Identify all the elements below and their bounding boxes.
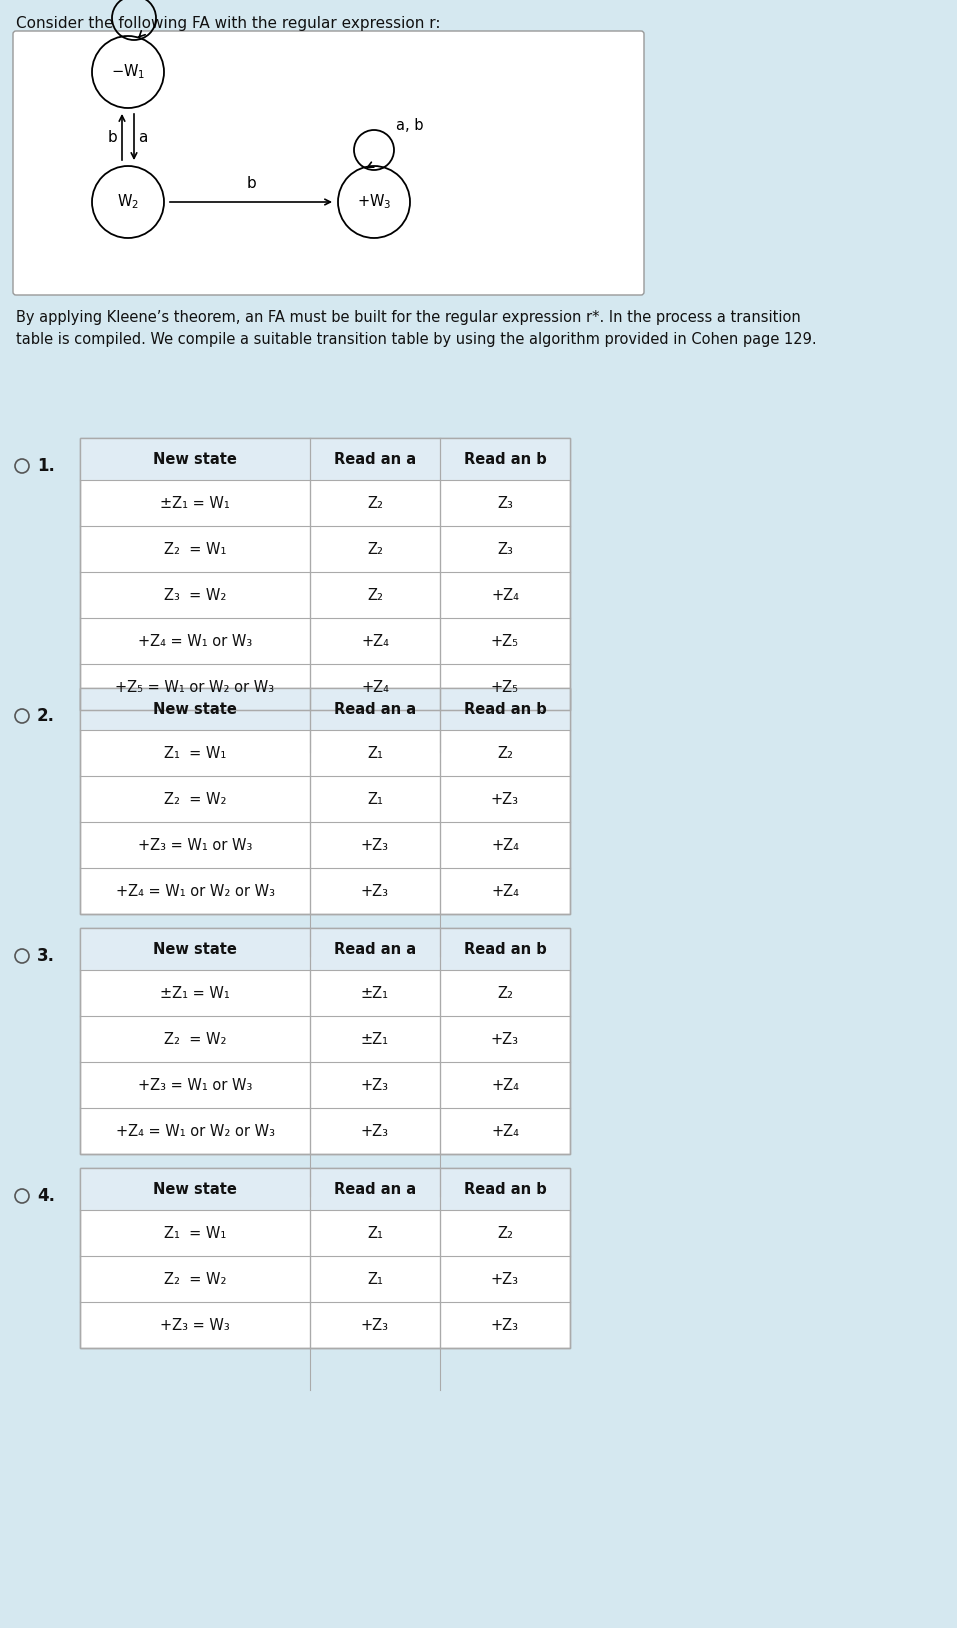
Text: Read an b: Read an b: [463, 451, 546, 467]
Text: Z₂: Z₂: [367, 495, 383, 511]
Text: +Z₃: +Z₃: [491, 1317, 519, 1332]
FancyBboxPatch shape: [13, 31, 644, 295]
Text: Z₂: Z₂: [497, 746, 513, 760]
Text: $-$W$_1$: $-$W$_1$: [111, 62, 145, 81]
Bar: [80, 928, 570, 1154]
Text: +Z₅: +Z₅: [491, 679, 519, 695]
Text: a, b: a, b: [396, 117, 424, 133]
Text: Read an a: Read an a: [334, 451, 416, 467]
Text: +Z₃: +Z₃: [361, 884, 389, 899]
Text: Z₁  = W₁: Z₁ = W₁: [164, 746, 226, 760]
Bar: [80, 928, 570, 1154]
Text: Z₁  = W₁: Z₁ = W₁: [164, 1226, 226, 1241]
Text: Z₂  = W₂: Z₂ = W₂: [164, 791, 226, 806]
Text: Z₂: Z₂: [367, 542, 383, 557]
Text: Z₁: Z₁: [367, 746, 383, 760]
Text: ±Z₁ = W₁: ±Z₁ = W₁: [160, 985, 230, 1001]
Text: Z₃: Z₃: [497, 495, 513, 511]
Text: Read an a: Read an a: [334, 702, 416, 716]
Text: Read an a: Read an a: [334, 1182, 416, 1197]
Text: Z₂  = W₂: Z₂ = W₂: [164, 1032, 226, 1047]
Text: +W$_3$: +W$_3$: [357, 192, 391, 212]
Bar: [80, 928, 570, 970]
Text: Z₁: Z₁: [367, 791, 383, 806]
Text: table is compiled. We compile a suitable transition table by using the algorithm: table is compiled. We compile a suitable…: [16, 332, 816, 347]
Text: Read an b: Read an b: [463, 702, 546, 716]
Text: +Z₄ = W₁ or W₂ or W₃: +Z₄ = W₁ or W₂ or W₃: [116, 884, 275, 899]
Text: +Z₃: +Z₃: [491, 1271, 519, 1286]
Text: Consider the following FA with the regular expression r:: Consider the following FA with the regul…: [16, 16, 440, 31]
Text: Read an b: Read an b: [463, 941, 546, 957]
Bar: [80, 1167, 570, 1210]
Text: +Z₄: +Z₄: [491, 837, 519, 853]
Text: 3.: 3.: [37, 947, 55, 965]
Text: ±Z₁: ±Z₁: [361, 985, 389, 1001]
Bar: [80, 438, 570, 710]
Text: ±Z₁: ±Z₁: [361, 1032, 389, 1047]
Text: +Z₃ = W₁ or W₃: +Z₃ = W₁ or W₃: [138, 1078, 253, 1092]
Bar: [80, 689, 570, 913]
Text: 4.: 4.: [37, 1187, 55, 1205]
Text: New state: New state: [153, 451, 237, 467]
Text: +Z₄: +Z₄: [491, 884, 519, 899]
Text: ±Z₁ = W₁: ±Z₁ = W₁: [160, 495, 230, 511]
Bar: [80, 689, 570, 913]
Bar: [80, 1167, 570, 1348]
Bar: [80, 438, 570, 710]
Text: +Z₄: +Z₄: [361, 633, 389, 648]
Text: Z₃  = W₂: Z₃ = W₂: [164, 588, 226, 602]
Text: By applying Kleene’s theorem, an FA must be built for the regular expression r*.: By applying Kleene’s theorem, an FA must…: [16, 309, 801, 326]
Text: Read an b: Read an b: [463, 1182, 546, 1197]
Text: b: b: [108, 130, 118, 145]
Bar: [80, 1167, 570, 1348]
Text: New state: New state: [153, 702, 237, 716]
Text: +Z₃: +Z₃: [361, 1317, 389, 1332]
Text: Z₂: Z₂: [497, 985, 513, 1001]
Bar: [80, 689, 570, 729]
Text: +Z₄: +Z₄: [491, 1078, 519, 1092]
Text: b: b: [246, 176, 256, 190]
Text: 2.: 2.: [37, 707, 55, 724]
Text: Read an a: Read an a: [334, 941, 416, 957]
Text: New state: New state: [153, 1182, 237, 1197]
Text: Z₂: Z₂: [497, 1226, 513, 1241]
Text: Z₁: Z₁: [367, 1226, 383, 1241]
Text: +Z₃: +Z₃: [491, 791, 519, 806]
Text: +Z₅: +Z₅: [491, 633, 519, 648]
Text: Z₂  = W₁: Z₂ = W₁: [164, 542, 226, 557]
Text: +Z₄: +Z₄: [491, 1123, 519, 1138]
Text: +Z₃ = W₃: +Z₃ = W₃: [160, 1317, 230, 1332]
Text: +Z₃: +Z₃: [361, 837, 389, 853]
Text: Z₃: Z₃: [497, 542, 513, 557]
Text: 1.: 1.: [37, 457, 55, 475]
Text: a: a: [138, 130, 147, 145]
Text: Z₁: Z₁: [367, 1271, 383, 1286]
Text: +Z₄: +Z₄: [361, 679, 389, 695]
Text: +Z₃: +Z₃: [491, 1032, 519, 1047]
Text: +Z₃: +Z₃: [361, 1078, 389, 1092]
Text: +Z₄ = W₁ or W₃: +Z₄ = W₁ or W₃: [138, 633, 252, 648]
Text: Z₂: Z₂: [367, 588, 383, 602]
Text: Z₂  = W₂: Z₂ = W₂: [164, 1271, 226, 1286]
Text: W$_2$: W$_2$: [117, 192, 139, 212]
Text: +Z₃ = W₁ or W₃: +Z₃ = W₁ or W₃: [138, 837, 253, 853]
Text: +Z₃: +Z₃: [361, 1123, 389, 1138]
Bar: [80, 438, 570, 480]
Text: +Z₄: +Z₄: [491, 588, 519, 602]
Text: New state: New state: [153, 941, 237, 957]
Text: +Z₅ = W₁ or W₂ or W₃: +Z₅ = W₁ or W₂ or W₃: [116, 679, 275, 695]
Text: +Z₄ = W₁ or W₂ or W₃: +Z₄ = W₁ or W₂ or W₃: [116, 1123, 275, 1138]
